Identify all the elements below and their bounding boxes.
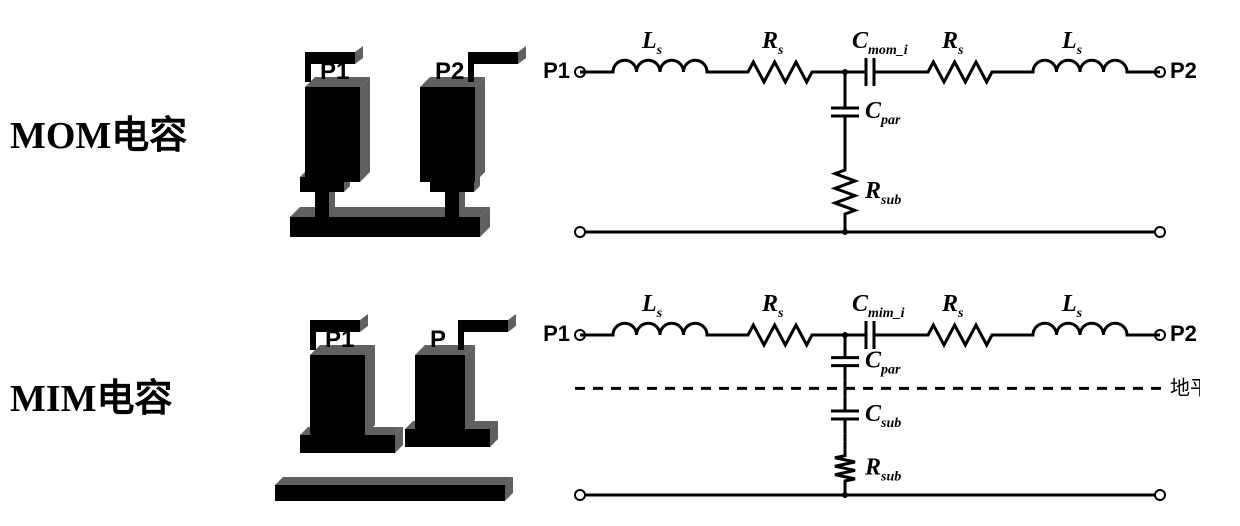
svg-text:P2: P2 bbox=[1170, 58, 1197, 83]
svg-text:Rsub: Rsub bbox=[864, 178, 901, 208]
svg-text:Cmim_i: Cmim_i bbox=[852, 291, 905, 321]
mim-row: MIM电容 P1 P P1 P2 Ls Rs Cmim_i Rs Ls Cpar Csub Rsub 地平… bbox=[0, 263, 1240, 526]
svg-text:P2: P2 bbox=[1170, 321, 1197, 346]
svg-text:Rsub: Rsub bbox=[864, 454, 901, 484]
svg-text:Cpar: Cpar bbox=[865, 347, 901, 377]
mom-row: MOM电容 P1 P2 P1 P2 Ls Rs Cmom_i Rs Ls Cpar Rsub bbox=[0, 0, 1240, 263]
svg-text:地平面: 地平面 bbox=[1170, 376, 1200, 399]
svg-text:P: P bbox=[430, 326, 446, 353]
svg-text:Ls: Ls bbox=[1061, 28, 1083, 58]
svg-text:Rs: Rs bbox=[941, 28, 964, 58]
svg-text:P2: P2 bbox=[435, 58, 464, 85]
mom-title: MOM电容 bbox=[0, 104, 220, 159]
svg-text:P1: P1 bbox=[325, 326, 354, 353]
mim-equivalent-circuit: P1P2LsRsCmim_iRsLsCparCsubRsub地平面 bbox=[540, 280, 1180, 510]
svg-text:P1: P1 bbox=[543, 321, 570, 346]
svg-text:Csub: Csub bbox=[865, 401, 901, 431]
svg-text:Cmom_i: Cmom_i bbox=[852, 28, 908, 58]
svg-text:Ls: Ls bbox=[641, 28, 663, 58]
svg-text:Rs: Rs bbox=[941, 291, 964, 321]
mim-title: MIM电容 bbox=[0, 367, 220, 422]
mom-equivalent-circuit: P1P2LsRsCmom_iRsLsCparRsub bbox=[540, 17, 1180, 247]
svg-text:P1: P1 bbox=[320, 58, 349, 85]
svg-text:Ls: Ls bbox=[1061, 291, 1083, 321]
svg-text:Cpar: Cpar bbox=[865, 98, 901, 128]
svg-text:Ls: Ls bbox=[641, 291, 663, 321]
mim-structure-diagram: P1 P bbox=[220, 280, 540, 510]
mom-structure-diagram: P1 P2 bbox=[220, 17, 540, 247]
svg-text:P1: P1 bbox=[543, 58, 570, 83]
svg-text:Rs: Rs bbox=[761, 28, 784, 58]
svg-text:Rs: Rs bbox=[761, 291, 784, 321]
